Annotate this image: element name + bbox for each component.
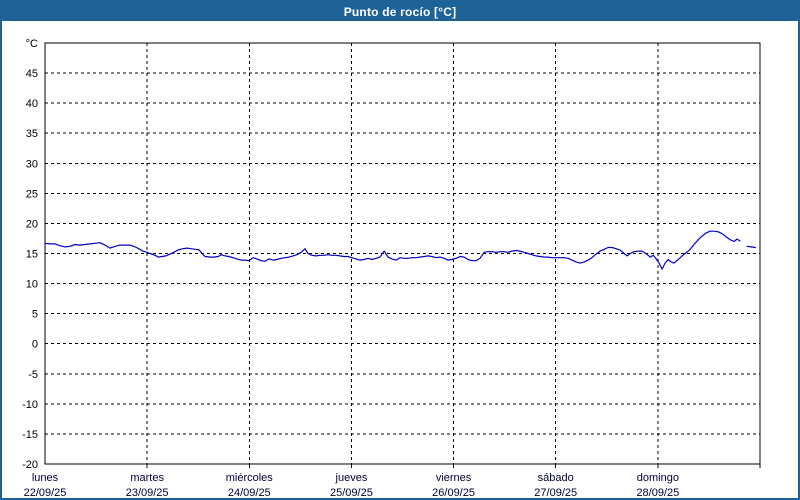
y-axis-unit-label: °C	[26, 38, 38, 50]
x-day-name-label: martes	[130, 472, 164, 484]
x-day-name-label: jueves	[335, 472, 368, 484]
y-tick-label: -10	[22, 399, 38, 411]
x-day-name-label: viernes	[436, 472, 472, 484]
x-day-date-label: 22/09/25	[24, 487, 67, 499]
y-tick-label: 30	[26, 158, 38, 170]
y-tick-label: 40	[26, 98, 38, 110]
y-tick-label: 0	[32, 339, 38, 351]
y-tick-label: -5	[28, 369, 38, 381]
y-tick-label: -20	[22, 459, 38, 471]
y-tick-label: 35	[26, 128, 38, 140]
x-day-name-label: lunes	[32, 472, 59, 484]
y-tick-label: 20	[26, 218, 38, 230]
x-day-date-label: 28/09/25	[636, 487, 679, 499]
chart-svg: 45 40 35 30 25 20 15 10 5 0 -5 -10 -15 -20 °C lunes 22/0…	[22, 38, 761, 499]
plot-border	[44, 42, 761, 465]
x-day-date-label: 25/09/25	[330, 487, 373, 499]
x-day-date-label: 27/09/25	[534, 487, 577, 499]
x-day-date-label: 24/09/25	[228, 487, 271, 499]
chart-title: Punto de rocío [°C]	[343, 4, 457, 19]
y-tick-label: 45	[26, 68, 38, 80]
dew-point-line	[44, 230, 741, 270]
y-tick-label: 25	[26, 188, 38, 200]
dew-point-line	[746, 245, 756, 249]
x-day-name-label: miércoles	[226, 472, 274, 484]
y-tick-label: 15	[26, 249, 38, 261]
x-day-name-label: domingo	[637, 472, 679, 484]
y-tick-label: 10	[26, 279, 38, 291]
x-day-date-label: 23/09/25	[126, 487, 169, 499]
x-day-name-label: sábado	[538, 472, 574, 484]
y-tick-label: 5	[32, 309, 38, 321]
chart-title-bar: Punto de rocío [°C]	[2, 2, 798, 21]
x-day-date-label: 26/09/25	[432, 487, 475, 499]
y-tick-label: -15	[22, 429, 38, 441]
